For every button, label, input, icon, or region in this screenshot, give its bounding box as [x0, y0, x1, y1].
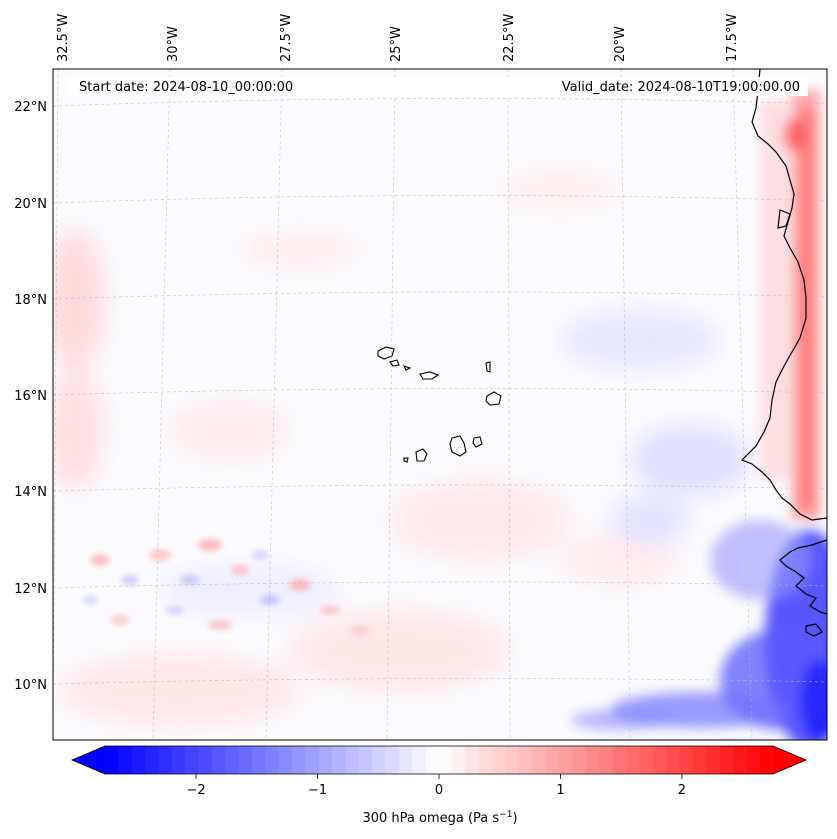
colorbar-label-main: 300 hPa omega (Pa s [362, 811, 499, 826]
colorbar-segment [746, 746, 761, 774]
colorbar-segment [652, 746, 667, 774]
colorbar-segment [238, 746, 253, 774]
colorbar-segment [545, 746, 560, 774]
colorbar-tick-label: 2 [678, 783, 686, 798]
colorbar-ticks: −2 −1 0 1 2 [187, 774, 686, 798]
lat-label: 12°N [14, 582, 47, 597]
colorbar-segment [398, 746, 413, 774]
colorbar-outline [70, 745, 808, 775]
colorbar-extend-max [773, 746, 806, 774]
colorbar-tick-label: −1 [308, 783, 327, 798]
colorbar-segment [185, 746, 200, 774]
colorbar-tick-label: 0 [435, 783, 443, 798]
colorbar-segment [358, 746, 373, 774]
colorbar-segment [265, 746, 280, 774]
colorbar-segment [292, 746, 306, 774]
valid-date-label: Valid_date: 2024-08-10T19:00:00.00 [562, 80, 800, 95]
colorbar-segment [479, 746, 494, 774]
colorbar-segment [385, 746, 400, 774]
colorbar-label-exponent: −1 [499, 810, 512, 820]
lon-label: 25°W [389, 26, 404, 62]
colorbar-segment [332, 746, 347, 774]
colorbar-segment [532, 746, 547, 774]
colorbar-segment [719, 746, 734, 774]
colorbar-segment [612, 746, 627, 774]
colorbar-segment [492, 746, 507, 774]
coastline [740, 69, 827, 637]
colorbar-tick-label: −2 [187, 783, 206, 798]
colorbar-segment [572, 746, 587, 774]
longitude-labels: 32.5°W 30°W 27.5°W 25°W 22.5°W 20°W 17.5… [56, 14, 740, 62]
start-date-label: Start date: 2024-08-10_00:00:00 [79, 80, 293, 95]
lat-label: 18°N [14, 293, 47, 308]
lat-label: 20°N [14, 197, 47, 212]
lon-label: 22.5°W [502, 14, 517, 62]
colorbar-segment [585, 746, 600, 774]
lon-label: 27.5°W [279, 14, 294, 62]
colorbar-segments [72, 746, 806, 774]
colorbar-segment [278, 746, 293, 774]
colorbar-segment [465, 746, 480, 774]
colorbar-segment [425, 746, 440, 774]
map-frame [52, 68, 828, 741]
lat-label: 22°N [14, 100, 47, 115]
colorbar-segment [305, 746, 320, 774]
graticule [53, 69, 827, 740]
colorbar-segment [679, 746, 694, 774]
colorbar-segment [759, 746, 774, 774]
colorbar: −2 −1 0 1 2 300 hPa omega (Pa s−1) [70, 745, 808, 826]
date-banner [68, 77, 808, 96]
colorbar-extend-min [72, 746, 105, 774]
colorbar-segment [666, 746, 681, 774]
colorbar-segment [345, 746, 360, 774]
lat-label: 14°N [14, 485, 47, 500]
lon-label: 20°W [613, 26, 628, 62]
colorbar-segment [171, 746, 186, 774]
colorbar-segment [198, 746, 213, 774]
colorbar-segment [639, 746, 654, 774]
colorbar-segment [732, 746, 747, 774]
colorbar-segment [626, 746, 640, 774]
colorbar-tick-label: 1 [556, 783, 564, 798]
colorbar-segment [318, 746, 333, 774]
colorbar-segment [251, 746, 266, 774]
colorbar-segment [692, 746, 707, 774]
colorbar-label-close: ) [512, 811, 517, 826]
colorbar-segment [105, 746, 119, 774]
colorbar-segment [145, 746, 160, 774]
colorbar-segment [412, 746, 427, 774]
colorbar-segment [706, 746, 721, 774]
colorbar-segment [118, 746, 133, 774]
colorbar-segment [439, 746, 453, 774]
lat-label: 16°N [14, 389, 47, 404]
colorbar-segment [519, 746, 534, 774]
colorbar-label: 300 hPa omega (Pa s−1) [362, 810, 517, 826]
colorbar-segment [131, 746, 146, 774]
lon-label: 30°W [166, 26, 181, 62]
colorbar-segment [211, 746, 226, 774]
colorbar-segment [559, 746, 574, 774]
cabo-verde-islands [377, 346, 502, 463]
colorbar-segment [225, 746, 240, 774]
latitude-labels: 22°N 20°N 18°N 16°N 14°N 12°N 10°N [14, 100, 47, 693]
colorbar-segment [372, 746, 387, 774]
colorbar-segment [505, 746, 520, 774]
lon-label: 32.5°W [56, 14, 71, 62]
colorbar-segment [599, 746, 614, 774]
omega-field [53, 90, 827, 740]
colorbar-segment [452, 746, 467, 774]
lon-label: 17.5°W [725, 14, 740, 62]
colorbar-segment [158, 746, 173, 774]
lat-label: 10°N [14, 678, 47, 693]
map-panel [53, 69, 827, 740]
